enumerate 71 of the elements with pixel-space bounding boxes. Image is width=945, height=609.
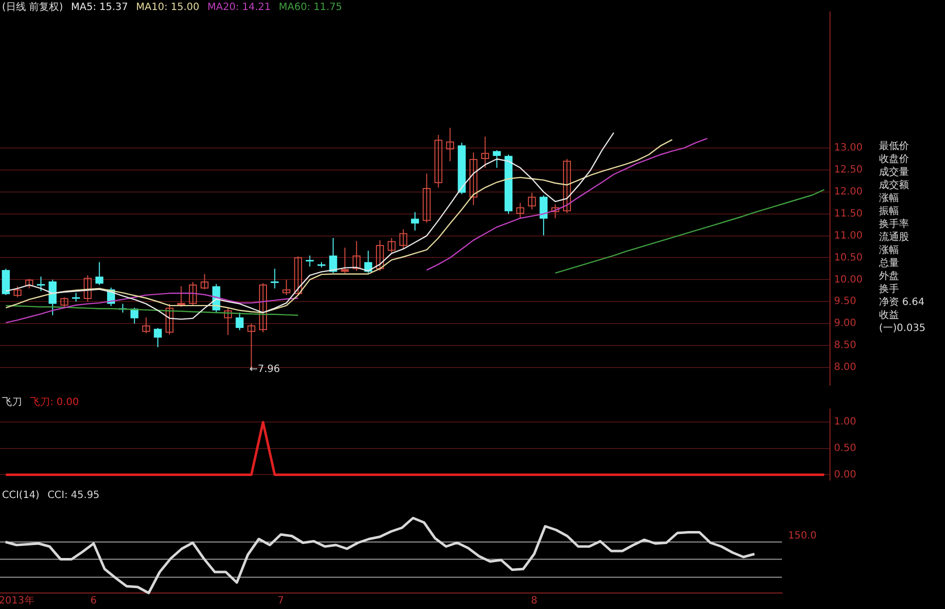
candlestick bbox=[528, 192, 536, 210]
x-tick-label: 7 bbox=[278, 596, 284, 607]
y-tick-label: 11.00 bbox=[834, 230, 863, 242]
y-tick-label: 0.50 bbox=[834, 443, 856, 454]
candlestick bbox=[446, 127, 454, 162]
y-tick-label: 9.00 bbox=[834, 318, 856, 330]
y-tick-label: 10.50 bbox=[834, 252, 863, 264]
y-tick-label: 11.50 bbox=[834, 208, 863, 220]
y-tick-label: 8.50 bbox=[834, 340, 856, 352]
candlestick bbox=[340, 247, 349, 274]
candlestick bbox=[516, 202, 524, 219]
text: 成交额 bbox=[879, 179, 910, 192]
annotation: ←7.96 bbox=[249, 364, 280, 375]
text: 150.0 bbox=[788, 530, 817, 542]
text: 成交量 bbox=[879, 166, 910, 179]
y-tick-label: 0.00 bbox=[834, 469, 856, 480]
y-tick-label: 8.00 bbox=[834, 362, 856, 374]
text: CCI: 45.95 bbox=[47, 490, 100, 501]
candlestick bbox=[48, 279, 57, 316]
candlestick bbox=[388, 237, 396, 253]
candlestick bbox=[294, 256, 302, 296]
text: 换手率 bbox=[879, 218, 910, 231]
text: 净资 6.64 bbox=[879, 296, 926, 309]
chart-title: 飞刀 bbox=[2, 397, 22, 408]
y-tick-label: 10.00 bbox=[834, 274, 863, 286]
candlestick bbox=[236, 312, 244, 331]
text: 收盘价 bbox=[879, 153, 910, 166]
text: 涨幅 bbox=[879, 244, 900, 257]
y-tick-label: 9.50 bbox=[834, 296, 856, 308]
candlestick bbox=[14, 286, 22, 298]
text: 外盘 bbox=[879, 270, 900, 283]
candlestick bbox=[130, 307, 138, 324]
candlestick bbox=[306, 255, 314, 268]
candlestick bbox=[434, 134, 442, 188]
text: MA10: 15.00 bbox=[136, 2, 200, 13]
text: 换手 bbox=[879, 283, 900, 296]
y-tick-label: 1.00 bbox=[834, 416, 856, 428]
candlestick bbox=[224, 308, 232, 336]
chart-title: CCI(14) bbox=[2, 490, 40, 501]
candlestick bbox=[329, 237, 338, 274]
candlestick bbox=[36, 276, 45, 292]
candlestick bbox=[492, 150, 501, 168]
text: 最低价 bbox=[879, 140, 910, 153]
candlestick bbox=[200, 273, 209, 290]
candlestick bbox=[142, 316, 150, 334]
candlestick bbox=[481, 136, 490, 168]
candlestick bbox=[422, 172, 431, 224]
text: 振幅 bbox=[879, 205, 900, 218]
text: 飞刀: 0.00 bbox=[30, 397, 79, 408]
y-tick-label: 12.00 bbox=[834, 186, 863, 198]
text: MA5: 15.37 bbox=[70, 2, 128, 13]
candlestick bbox=[540, 194, 548, 236]
chart-title: (日线 前复权) bbox=[2, 2, 63, 13]
candlestick bbox=[95, 262, 104, 286]
candlestick bbox=[399, 228, 408, 250]
candlestick bbox=[352, 240, 361, 272]
text: MA60: 11.75 bbox=[278, 2, 342, 13]
candlestick bbox=[154, 327, 162, 348]
candlestick bbox=[282, 279, 290, 296]
y-tick-label: 13.00 bbox=[834, 142, 863, 154]
text: 收益(一)0.035 bbox=[879, 309, 926, 335]
x-tick-label: 8 bbox=[530, 596, 538, 607]
text: 总量 bbox=[879, 257, 900, 270]
text: 流通股 bbox=[879, 231, 910, 244]
candlestick bbox=[411, 212, 419, 232]
text: 涨幅 bbox=[879, 192, 900, 205]
text: MA20: 14.21 bbox=[207, 2, 271, 13]
candlestick bbox=[188, 281, 197, 306]
candlestick bbox=[270, 268, 279, 289]
x-tick-label: 6 bbox=[90, 596, 97, 607]
y-tick-label: 12.50 bbox=[834, 164, 863, 176]
